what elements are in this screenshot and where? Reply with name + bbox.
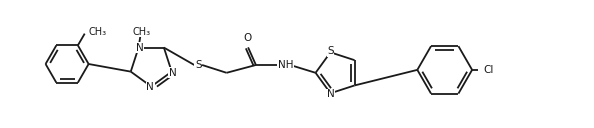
Text: Cl: Cl <box>484 65 494 75</box>
Text: NH: NH <box>277 60 293 70</box>
Text: N: N <box>327 89 334 99</box>
Text: CH₃: CH₃ <box>89 27 107 37</box>
Text: CH₃: CH₃ <box>132 27 151 37</box>
Text: N: N <box>169 68 176 78</box>
Text: S: S <box>327 46 334 56</box>
Text: S: S <box>195 60 201 70</box>
Text: N: N <box>135 43 143 53</box>
Text: O: O <box>243 33 251 43</box>
Text: N: N <box>146 82 154 92</box>
